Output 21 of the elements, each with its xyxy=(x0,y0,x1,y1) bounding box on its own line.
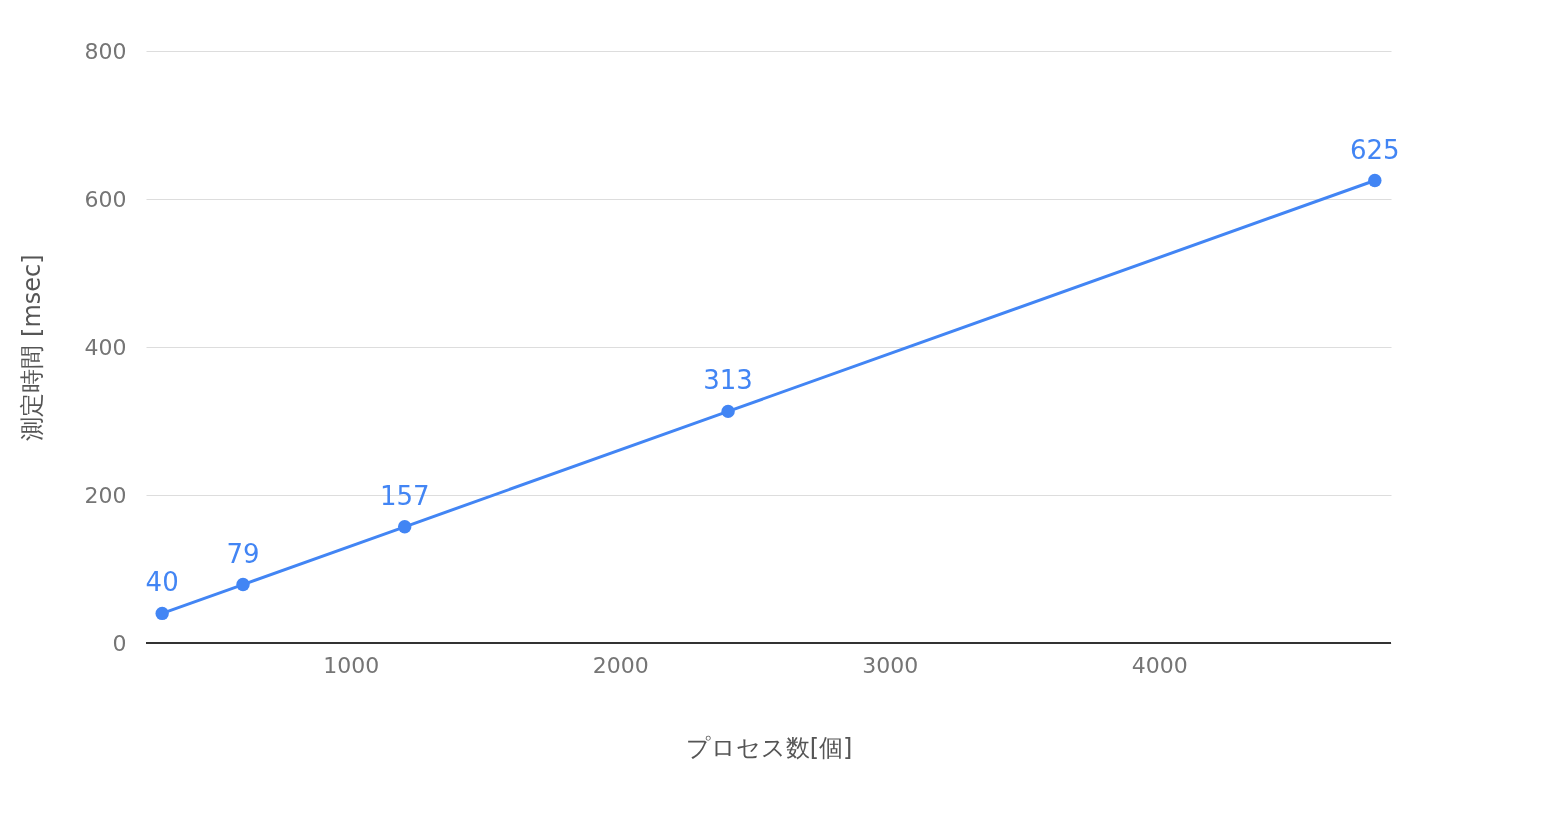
point xyxy=(155,606,169,621)
y-axis-title: 測定時間 [msec] xyxy=(17,254,46,441)
x-axis-title: プロセス数[個] xyxy=(685,733,853,762)
y-tick-label: 600 xyxy=(84,186,127,212)
x-tick-label: 2000 xyxy=(592,652,649,678)
x-tick-label: 3000 xyxy=(862,652,919,678)
point xyxy=(397,520,412,534)
data-label: 625 xyxy=(1350,134,1400,165)
data-label: 40 xyxy=(145,567,179,598)
point xyxy=(1368,173,1382,188)
x-tick-label: 4000 xyxy=(1131,652,1188,678)
y-tick-label: 800 xyxy=(84,38,127,64)
point xyxy=(721,404,735,419)
data-label: 79 xyxy=(226,538,260,569)
y-tick-label: 400 xyxy=(84,334,127,360)
point xyxy=(236,577,250,592)
y-tick-label: 0 xyxy=(112,630,127,656)
x-tick-label: 1000 xyxy=(323,652,380,678)
data-label: 157 xyxy=(379,480,430,511)
data-label: 313 xyxy=(703,365,753,396)
y-tick-label: 200 xyxy=(84,482,127,508)
